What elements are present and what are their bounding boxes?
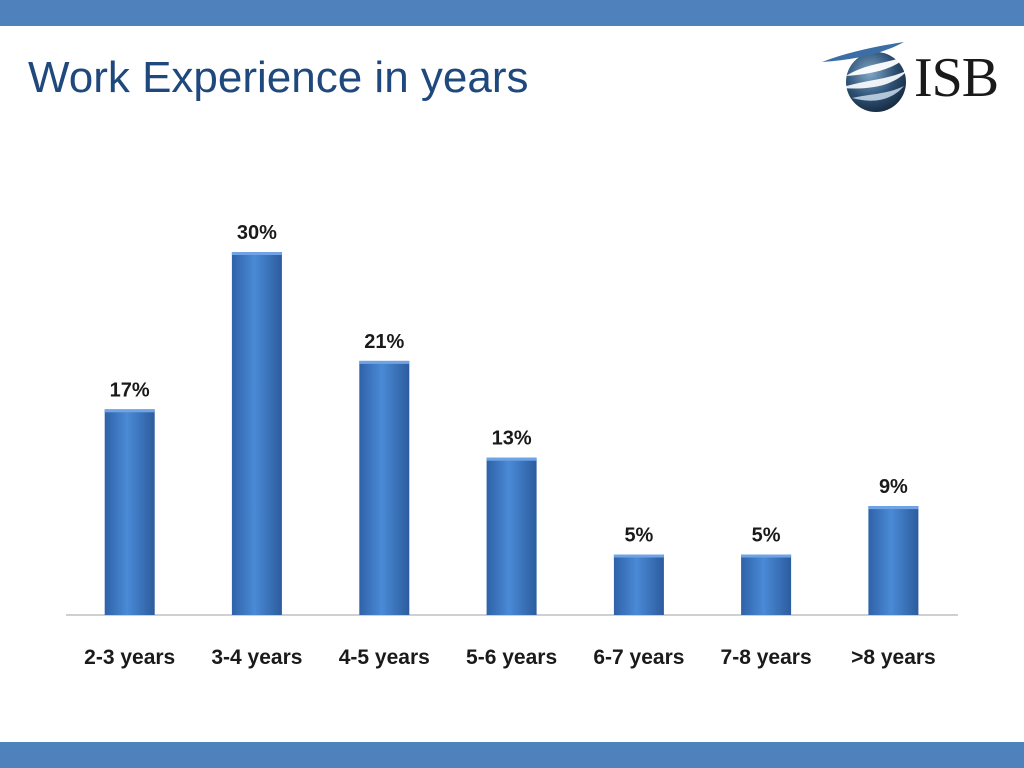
isb-logo (818, 40, 1008, 116)
bar-value-label: 9% (879, 476, 908, 498)
bottom-band (0, 742, 1024, 768)
bar-value-label: 21% (364, 331, 404, 353)
bar-highlight (868, 506, 919, 510)
bar (359, 360, 410, 615)
category-label: 5-6 years (466, 646, 557, 669)
top-band (0, 0, 1024, 26)
category-label: 6-7 years (593, 646, 684, 669)
isb-logo-emblem-icon (822, 42, 910, 112)
bar-highlight (741, 554, 792, 558)
logo-text: ISB (914, 47, 999, 109)
bar-highlight (486, 457, 537, 461)
bar (613, 554, 664, 615)
category-label: 3-4 years (211, 646, 302, 669)
bars-group: 17% 2-3 years 30% 3-4 years 21% 4-5 years 13% 5… (84, 222, 936, 669)
category-label: 4-5 years (339, 646, 430, 669)
category-label: >8 years (851, 646, 936, 669)
bar (104, 409, 155, 615)
bar-highlight (359, 360, 410, 364)
bar-value-label: 5% (752, 525, 781, 547)
category-label: 2-3 years (84, 646, 175, 669)
page-title: Work Experience in years (28, 53, 529, 102)
bar (231, 252, 282, 615)
category-label: 7-8 years (721, 646, 812, 669)
bar-value-label: 13% (492, 428, 532, 450)
bar (741, 554, 792, 615)
bar-highlight (613, 554, 664, 558)
bar (868, 506, 919, 615)
bar-value-label: 17% (110, 379, 150, 401)
bar-value-label: 5% (624, 525, 653, 547)
bar-highlight (104, 409, 155, 413)
bar-highlight (231, 252, 282, 255)
bar-value-label: 30% (237, 222, 277, 244)
bar (486, 457, 537, 615)
